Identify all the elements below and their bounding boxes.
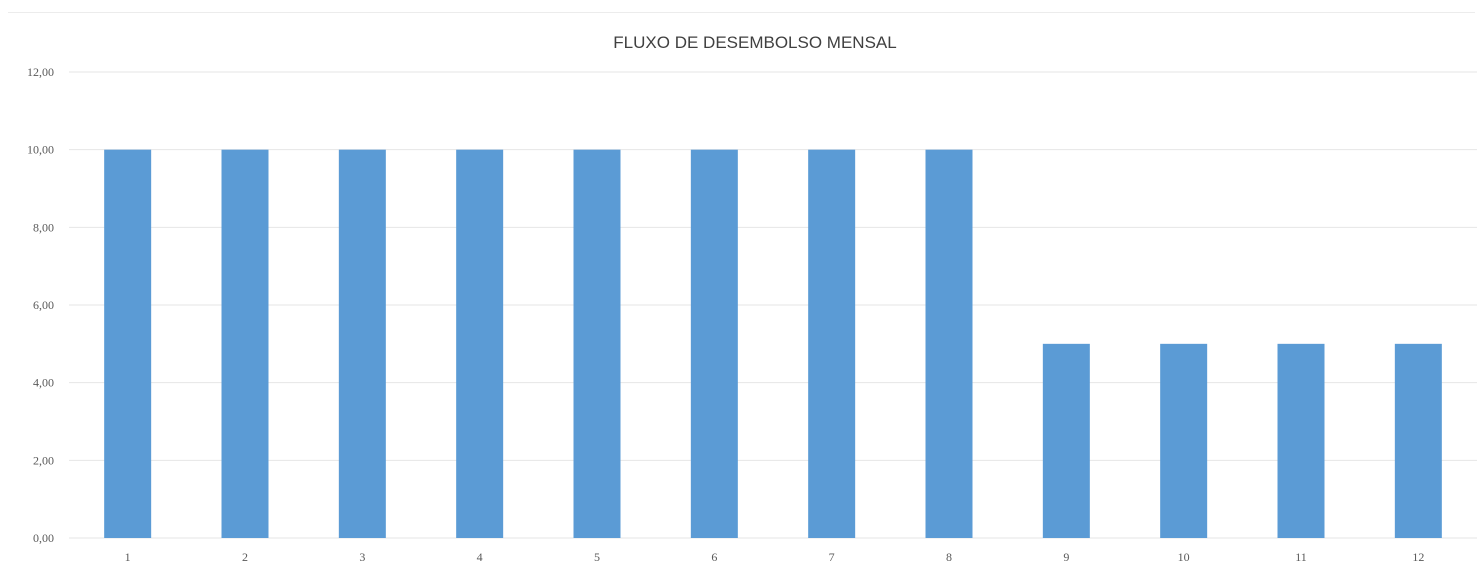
bar-4 <box>456 149 504 538</box>
x-tick-label: 6 <box>711 550 717 564</box>
bar-12 <box>1394 343 1442 538</box>
y-tick-label: 2,00 <box>33 453 54 467</box>
bar-8 <box>925 149 973 538</box>
bar-1 <box>104 149 152 538</box>
x-tick-label: 9 <box>1063 550 1069 564</box>
x-tick-label: 5 <box>594 550 600 564</box>
bar-9 <box>1042 343 1090 538</box>
x-tick-label: 7 <box>829 550 835 564</box>
y-tick-label: 0,00 <box>33 531 54 545</box>
bar-10 <box>1160 343 1208 538</box>
y-tick-label: 12,00 <box>27 65 54 79</box>
gridlines <box>69 71 1477 539</box>
y-axis-tick-labels: 0,00 2,00 4,00 6,00 8,00 10,00 12,00 <box>27 65 54 545</box>
bar-11 <box>1277 343 1325 538</box>
x-tick-label: 2 <box>242 550 248 564</box>
x-tick-label: 1 <box>125 550 131 564</box>
bar-7 <box>808 149 856 538</box>
x-tick-label: 11 <box>1295 550 1307 564</box>
x-tick-label: 12 <box>1412 550 1424 564</box>
y-tick-label: 4,00 <box>33 376 54 390</box>
chart-title: FLUXO DE DESEMBOLSO MENSAL <box>613 33 896 52</box>
y-tick-label: 6,00 <box>33 298 54 312</box>
bar-5 <box>573 149 621 538</box>
y-tick-label: 8,00 <box>33 220 54 234</box>
bar-6 <box>690 149 738 538</box>
bars <box>104 149 1442 538</box>
x-tick-label: 10 <box>1178 550 1190 564</box>
bar-3 <box>338 149 386 538</box>
x-axis-tick-labels: 1 2 3 4 5 6 7 8 9 10 11 12 <box>125 550 1425 564</box>
bar-2 <box>221 149 269 538</box>
x-tick-label: 3 <box>359 550 365 564</box>
x-tick-label: 4 <box>477 550 483 564</box>
x-tick-label: 8 <box>946 550 952 564</box>
chart-frame <box>8 12 1475 568</box>
y-tick-label: 10,00 <box>27 143 54 157</box>
